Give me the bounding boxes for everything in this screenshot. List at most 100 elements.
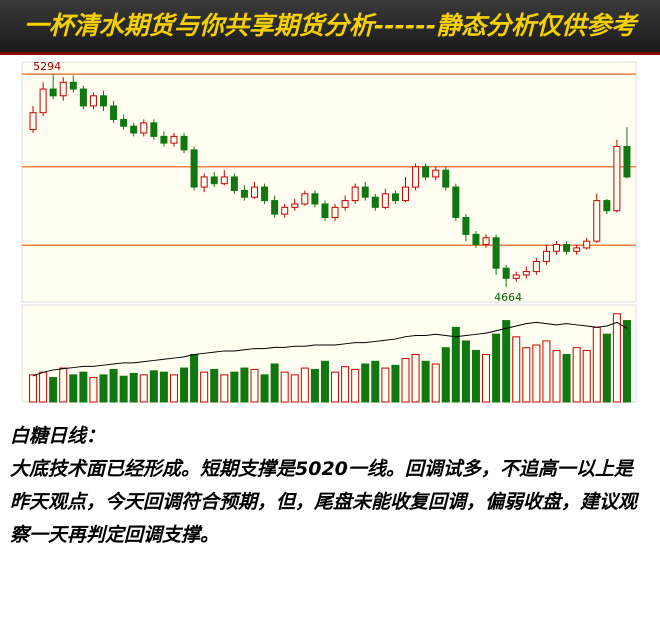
volume-bar xyxy=(361,363,370,403)
candle-body xyxy=(49,88,57,97)
candle-body xyxy=(240,189,248,198)
volume-bar xyxy=(482,354,491,403)
volume-bar xyxy=(602,333,611,403)
candle-body xyxy=(492,237,500,269)
volume-bar xyxy=(572,347,581,403)
volume-bar xyxy=(280,371,289,403)
volume-bar xyxy=(29,374,38,403)
commentary: 白糖日线： 大底技术面已经形成。短期支撑是5020一线。回调试多，不追高一以上是… xyxy=(10,420,650,552)
volume-bar xyxy=(471,349,480,403)
candle-body xyxy=(200,176,208,188)
volume-bar xyxy=(502,320,511,403)
candle-body xyxy=(281,206,289,215)
candle-body xyxy=(341,200,349,208)
header: 一杯清水期货与你共享期货分析------静态分析仅供参考 xyxy=(0,0,660,55)
volume-bar xyxy=(300,367,309,403)
volume-bar xyxy=(441,347,450,403)
volume-bar xyxy=(381,367,390,403)
candle-body xyxy=(130,125,138,134)
commentary-heading: 白糖日线： xyxy=(10,425,106,447)
candle-body xyxy=(140,122,148,134)
candle-body xyxy=(573,247,581,252)
candle-body xyxy=(542,250,550,262)
volume-bar xyxy=(290,374,299,403)
candle-body xyxy=(482,237,490,246)
candle-body xyxy=(301,193,309,205)
candle-body xyxy=(452,186,460,218)
header-title: 一杯清水期货与你共享期货分析------静态分析仅供参考 xyxy=(23,11,637,40)
candle-body xyxy=(563,244,571,252)
volume-bar xyxy=(169,374,178,403)
volume-bar xyxy=(190,354,199,403)
candle-body xyxy=(613,146,621,212)
volume-bar xyxy=(129,373,138,403)
volume-bar xyxy=(59,367,68,403)
volume-bar xyxy=(351,368,360,403)
candle-body xyxy=(220,176,228,185)
volume-bar xyxy=(220,374,229,403)
candle-body xyxy=(553,244,560,252)
volume-bar xyxy=(341,366,350,403)
volume-bar xyxy=(391,364,400,403)
volume-bar xyxy=(320,360,329,403)
volume-bar xyxy=(622,320,631,403)
volume-bar xyxy=(522,347,531,403)
candle-body xyxy=(381,193,389,208)
candle-body xyxy=(311,193,319,205)
candle-body xyxy=(321,203,329,218)
candle-body xyxy=(190,149,198,188)
volume-bar xyxy=(180,367,189,403)
commentary-body: 大底技术面已经形成。短期支撑是5020一线。回调试多，不追高一以上是昨天观点，今… xyxy=(10,458,638,546)
volume-bar xyxy=(149,370,158,403)
volume-bar xyxy=(230,371,239,403)
volume-bar xyxy=(532,344,541,403)
volume-bar xyxy=(592,326,601,403)
volume-bar xyxy=(612,313,621,403)
candle-body xyxy=(271,200,279,215)
volume-bar xyxy=(99,374,108,403)
candle-body xyxy=(623,146,631,178)
candle-body xyxy=(593,200,601,242)
candle-body xyxy=(402,186,409,202)
volume-bar xyxy=(39,371,48,403)
candle-body xyxy=(351,186,359,202)
volume-bar xyxy=(411,354,420,403)
candle-body xyxy=(79,88,87,107)
candle-body xyxy=(100,95,107,107)
volume-bar xyxy=(260,374,269,403)
chart: 5294 4664 xyxy=(21,60,637,403)
volume-bar xyxy=(461,340,470,403)
candle-body xyxy=(391,193,399,202)
volume-bar xyxy=(270,363,279,403)
candle-body xyxy=(291,203,299,208)
volume-bar xyxy=(89,377,98,403)
volume-bar xyxy=(562,354,571,403)
volume-bar xyxy=(119,375,128,403)
volume-bar xyxy=(552,349,561,403)
candle-body xyxy=(462,216,470,235)
volume-bar xyxy=(512,336,521,403)
volume-bar xyxy=(331,371,340,403)
candle-body xyxy=(69,81,77,90)
candle-body xyxy=(210,176,218,185)
candle-body xyxy=(432,169,440,178)
candle-body xyxy=(532,260,540,273)
volume-bar xyxy=(401,358,410,403)
candle-body xyxy=(603,200,611,212)
candle-body xyxy=(39,88,47,114)
candle-body xyxy=(331,206,339,218)
volume-bar xyxy=(139,374,148,403)
volume-bar xyxy=(582,349,591,403)
volume-bar xyxy=(109,368,118,403)
high-label: 5294 xyxy=(33,60,61,73)
candle-body xyxy=(59,81,67,97)
volume-bar xyxy=(250,368,259,403)
candle-body xyxy=(261,186,269,202)
volume-bar xyxy=(371,360,380,403)
volume-bar xyxy=(451,326,460,403)
volume-bar xyxy=(431,363,440,403)
volume-bar xyxy=(159,371,168,403)
candle-body xyxy=(583,240,591,249)
candle-body xyxy=(472,233,480,246)
